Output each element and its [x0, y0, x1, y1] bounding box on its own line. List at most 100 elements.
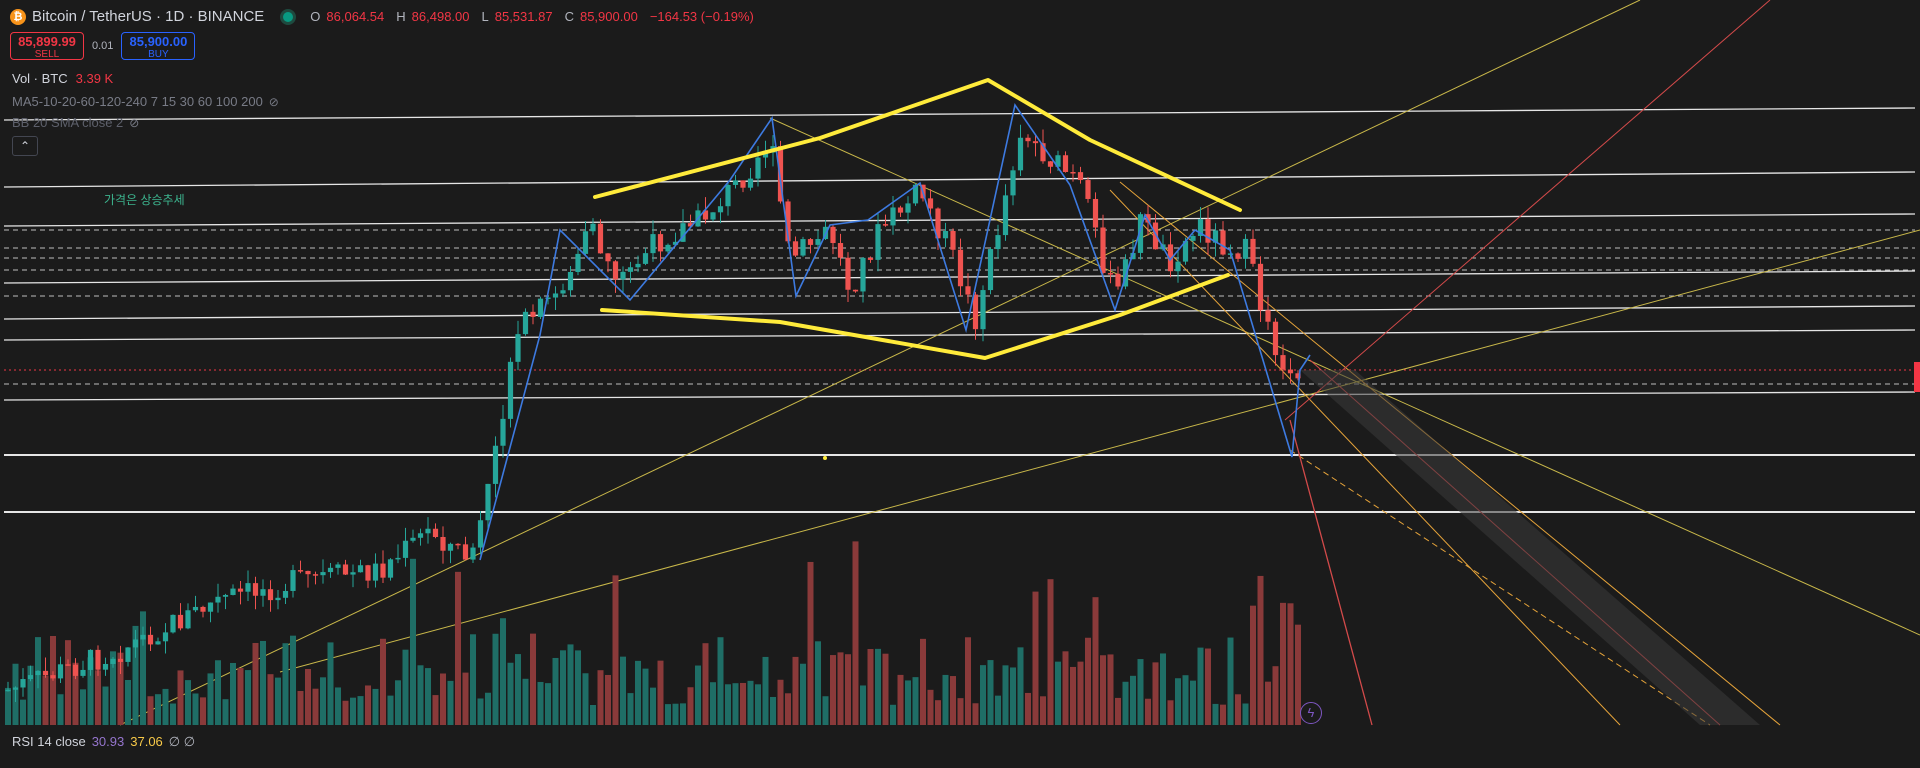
candle-body — [357, 565, 364, 573]
volume-bar — [657, 660, 664, 725]
candle-body — [582, 231, 589, 254]
candle-body — [147, 634, 154, 645]
volume-bar — [972, 703, 979, 725]
volume-bar — [1062, 651, 1069, 725]
candle-body — [1077, 172, 1084, 181]
candle-body — [642, 253, 649, 264]
candle-body — [5, 689, 11, 692]
candle-body — [1295, 373, 1301, 379]
candle-body — [440, 536, 446, 551]
rsi-legend[interactable]: RSI 14 close 30.93 37.06 ∅ ∅ — [12, 733, 195, 751]
candle-body — [972, 294, 979, 330]
lightning-icon[interactable]: ϟ — [1300, 702, 1322, 724]
spread-value: 0.01 — [92, 40, 114, 52]
trendline — [1289, 449, 1711, 726]
candle-body — [1265, 310, 1271, 322]
volume-bar — [1092, 597, 1099, 725]
volume-bar — [792, 656, 799, 725]
sell-label: SELL — [34, 49, 60, 60]
ohlc-open-value: 86,064.54 — [326, 9, 385, 24]
candle-body — [312, 574, 319, 576]
candle-body — [530, 311, 536, 317]
price-axis-marker — [1914, 362, 1920, 392]
volume-bar — [702, 643, 709, 725]
collapse-legend-button[interactable]: ⌃ — [12, 136, 38, 156]
diamond-pattern — [593, 78, 1242, 360]
volume-bar — [110, 651, 116, 725]
volume-value: 3.39 K — [75, 71, 114, 86]
candle-body — [492, 445, 499, 484]
volume-bar — [470, 634, 476, 725]
symbol-title[interactable]: Bitcoin / TetherUS · 1D · BINANCE — [32, 8, 265, 25]
candle-body — [1167, 244, 1174, 272]
sell-button[interactable]: 85,899.99 SELL — [10, 32, 84, 60]
volume-bar — [950, 676, 956, 725]
buy-button[interactable]: 85,900.00 BUY — [121, 32, 196, 60]
volume-bar — [170, 703, 176, 725]
volume-bar — [710, 682, 716, 725]
candle-body — [365, 565, 371, 581]
candle-body — [477, 520, 484, 548]
candle-body — [207, 602, 214, 612]
candle-body — [192, 606, 199, 611]
candle-body — [327, 567, 334, 573]
candle-body — [27, 675, 34, 680]
candle-body — [57, 664, 64, 679]
bitcoin-icon[interactable]: ₿ — [10, 9, 26, 25]
volume-bar — [687, 687, 694, 725]
candle-body — [912, 184, 919, 204]
volume-bar — [365, 685, 371, 725]
candle-body — [417, 533, 424, 538]
candle-body — [290, 570, 296, 591]
volume-bar — [42, 675, 49, 725]
candle-body — [1055, 155, 1061, 167]
volume-bar — [672, 703, 679, 725]
rsi-value: 30.93 — [91, 734, 125, 749]
symbol-header: ₿ Bitcoin / TetherUS · 1D · BINANCE O 86,… — [10, 8, 760, 26]
level-line — [3, 107, 1916, 121]
volume-bar — [95, 670, 101, 725]
volume-bar — [320, 677, 326, 725]
eye-off-icon[interactable]: ⊘ — [129, 116, 140, 130]
candle-body — [50, 675, 56, 679]
volume-label: Vol · BTC — [12, 71, 68, 86]
candle-body — [35, 670, 41, 676]
level-line — [3, 391, 1916, 401]
candle-body — [657, 234, 664, 252]
volume-bar — [477, 698, 484, 725]
volume-bar — [380, 638, 386, 725]
diamond-lower — [600, 273, 1230, 360]
volume-bar — [1137, 659, 1144, 725]
volume-bar — [912, 677, 919, 725]
bb-legend[interactable]: BB 20 SMA close 2 ⊘ — [12, 114, 139, 132]
candle-body — [72, 664, 79, 676]
candle-body — [702, 210, 709, 220]
candle-body — [905, 203, 911, 213]
ma-legend[interactable]: MA5-10-20-60-120-240 7 15 30 60 100 200 ⊘ — [12, 93, 279, 111]
eye-off-icon[interactable]: ⊘ — [268, 95, 279, 109]
volume-bar — [65, 640, 71, 725]
candlesticks — [5, 124, 1301, 703]
volume-bar — [222, 699, 229, 725]
volume-legend[interactable]: Vol · BTC 3.39 K — [12, 70, 113, 88]
candle-body — [935, 208, 941, 239]
volume-bar — [515, 654, 521, 725]
candle-body — [132, 639, 139, 648]
candle-body — [950, 230, 956, 250]
candle-body — [402, 540, 409, 558]
candle-body — [837, 243, 844, 258]
candle-body — [852, 289, 859, 292]
candle-body — [800, 239, 806, 256]
candle-body — [387, 559, 394, 578]
volume-bar — [147, 696, 154, 725]
volume-bar — [1145, 698, 1151, 725]
volume-bar — [1227, 637, 1234, 725]
candle-body — [95, 649, 101, 670]
candle-body — [965, 286, 971, 295]
candle-body — [882, 224, 889, 226]
candle-body — [845, 257, 851, 290]
candle-body — [455, 543, 461, 546]
chart-annotation[interactable]: 가격은 상승추세 — [104, 193, 185, 207]
diamond-upper — [593, 78, 1242, 212]
